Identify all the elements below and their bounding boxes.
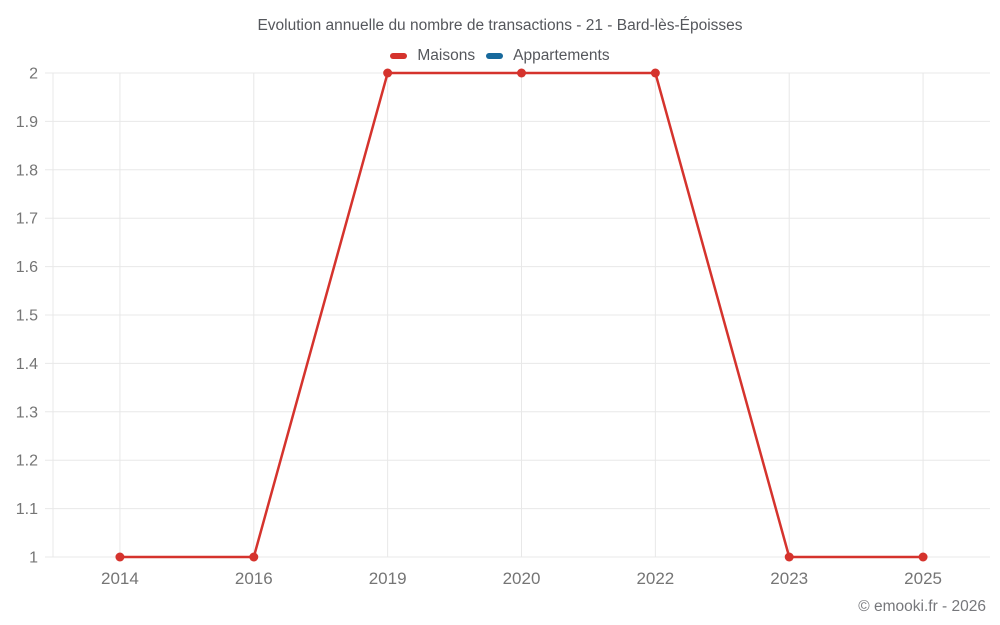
legend-label-appartements: Appartements bbox=[513, 47, 610, 64]
chart-title: Evolution annuelle du nombre de transact… bbox=[257, 17, 743, 34]
data-point-maisons-2020[interactable] bbox=[517, 68, 526, 78]
y-tick-label: 2 bbox=[29, 66, 38, 83]
legend-item-maisons[interactable]: Maisons bbox=[390, 47, 475, 65]
y-tick-label: 1 bbox=[29, 550, 38, 567]
y-tick-label: 1.2 bbox=[16, 453, 38, 470]
legend-item-appartements[interactable]: Appartements bbox=[486, 47, 610, 65]
y-tick-label: 1.8 bbox=[16, 162, 38, 179]
data-point-maisons-2022[interactable] bbox=[650, 68, 660, 78]
y-tick-label: 1.9 bbox=[16, 114, 38, 131]
y-tick-label: 1.4 bbox=[16, 356, 38, 373]
x-tick-label: 2023 bbox=[770, 569, 808, 588]
data-point-maisons-2023[interactable] bbox=[784, 552, 794, 562]
y-tick-label: 1.3 bbox=[16, 404, 38, 421]
x-tick-label: 2020 bbox=[503, 569, 541, 588]
y-tick-label: 1.7 bbox=[16, 211, 38, 228]
x-tick-label: 2014 bbox=[101, 569, 139, 588]
data-point-maisons-2016[interactable] bbox=[249, 552, 259, 562]
x-tick-label: 2016 bbox=[235, 569, 273, 588]
x-tick-label: 2025 bbox=[904, 569, 942, 588]
chart-footer-credit: © emooki.fr - 2026 bbox=[858, 598, 986, 615]
y-tick-label: 1.6 bbox=[16, 259, 38, 276]
appartements-series-swatch-icon bbox=[486, 53, 504, 59]
data-point-maisons-2025[interactable] bbox=[918, 552, 928, 562]
y-tick-label: 1.1 bbox=[16, 501, 38, 518]
x-tick-label: 2022 bbox=[636, 569, 674, 588]
x-tick-label: 2019 bbox=[369, 569, 407, 588]
legend-label-maisons: Maisons bbox=[417, 47, 476, 64]
data-point-maisons-2014[interactable] bbox=[115, 552, 125, 562]
data-point-maisons-2019[interactable] bbox=[383, 68, 393, 78]
maisons-series-swatch-icon bbox=[390, 53, 408, 59]
chart-legend: Maisons Appartements bbox=[0, 47, 1000, 65]
y-tick-label: 1.5 bbox=[16, 308, 38, 325]
